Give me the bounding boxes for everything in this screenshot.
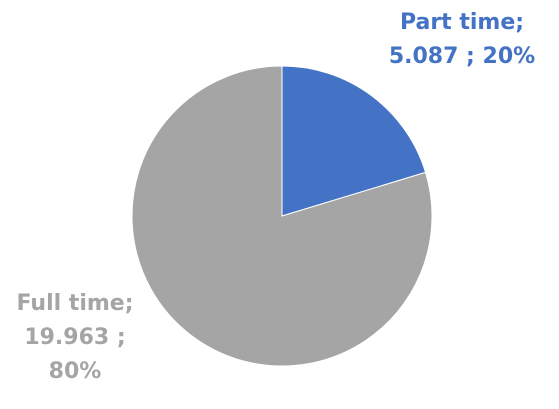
data-label-part-time-name: Part time; [399, 10, 525, 35]
data-label-part-time-value: 5.087 ; 20% [388, 44, 536, 69]
pie-slice-full-time [131, 65, 433, 367]
data-label-full-time-name: Full time; [16, 291, 134, 316]
data-label-part-time: Part time; 5.087 ; 20% [372, 6, 552, 74]
data-label-full-time-percent: 80% [48, 359, 102, 384]
data-label-full-time-value: 19.963 ; [24, 325, 126, 350]
data-label-full-time: Full time; 19.963 ; 80% [5, 287, 145, 389]
pie-slice-part-time [281, 65, 427, 217]
pie-slices [131, 65, 433, 367]
